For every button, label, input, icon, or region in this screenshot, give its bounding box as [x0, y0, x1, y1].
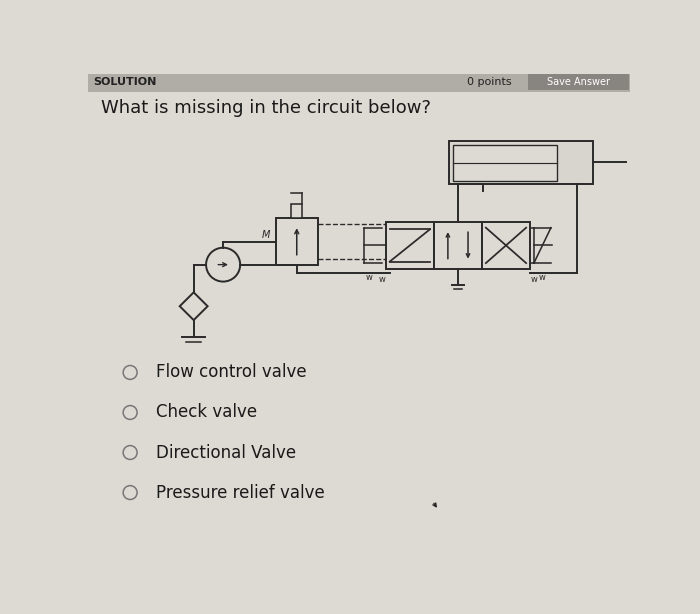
Text: Flow control valve: Flow control valve	[155, 363, 307, 381]
Bar	[452, 144, 557, 181]
Text: Directional Valve: Directional Valve	[155, 443, 296, 462]
Text: 0 points: 0 points	[468, 77, 512, 87]
Text: SOLUTION: SOLUTION	[94, 77, 157, 87]
Text: w: w	[365, 273, 372, 282]
Circle shape	[206, 247, 240, 282]
Bar	[386, 222, 434, 270]
Text: What is missing in the circuit below?: What is missing in the circuit below?	[102, 99, 431, 117]
Bar	[291, 204, 302, 218]
Text: Check valve: Check valve	[155, 403, 257, 421]
Bar	[276, 218, 318, 265]
Bar	[88, 74, 630, 91]
Text: M: M	[261, 230, 270, 240]
Bar	[449, 141, 593, 184]
Text: w: w	[531, 276, 538, 284]
Bar	[529, 76, 629, 89]
Bar	[482, 222, 530, 270]
Text: Save Answer: Save Answer	[547, 77, 610, 87]
Polygon shape	[180, 292, 208, 320]
Text: w: w	[379, 276, 386, 284]
Text: w: w	[538, 273, 545, 282]
Bar	[434, 222, 482, 270]
Text: Pressure relief valve: Pressure relief valve	[155, 484, 324, 502]
